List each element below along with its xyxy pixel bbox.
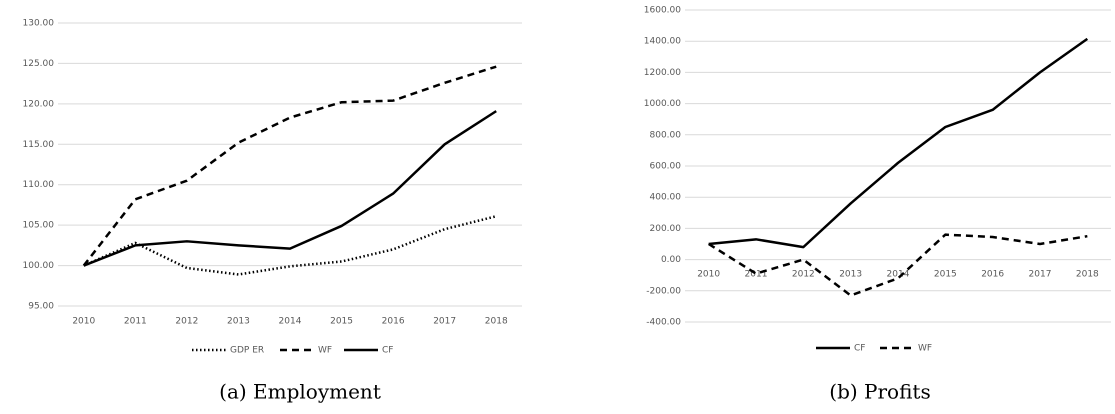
y-tick-label: 115.00	[23, 140, 55, 150]
x-tick-label: 2011	[124, 317, 147, 327]
x-tick-label: 2012	[175, 317, 198, 327]
x-tick-label: 2017	[1029, 270, 1052, 280]
series-line	[708, 233, 1088, 297]
legend-label: WF	[318, 346, 332, 356]
caption: (a) Employment	[219, 380, 381, 404]
x-tick-label: 2010	[72, 317, 95, 327]
y-tick-label: -200.00	[646, 286, 681, 296]
x-tick-label: 2014	[887, 270, 910, 280]
series-line	[82, 65, 497, 267]
y-tick-label: 120.00	[23, 99, 55, 109]
x-tick-label: 2017	[433, 317, 456, 327]
x-tick-label: 2013	[227, 317, 250, 327]
x-tick-label: 2015	[934, 270, 957, 280]
x-tick-label: 2016	[382, 317, 405, 327]
x-tick-label: 2015	[330, 317, 353, 327]
y-tick-label: 800.00	[650, 130, 682, 140]
x-tick-label: 2011	[745, 270, 768, 280]
y-tick-label: 1200.00	[644, 68, 681, 78]
y-tick-label: 400.00	[650, 193, 682, 203]
caption: (b) Profits	[829, 380, 930, 404]
legend-label: WF	[918, 344, 932, 354]
x-tick-label: 2014	[279, 317, 302, 327]
legend-label: CF	[854, 344, 865, 354]
x-tick-label: 2018	[485, 317, 508, 327]
y-tick-label: 0.00	[661, 255, 681, 265]
y-tick-label: 1000.00	[644, 99, 681, 109]
legend-label: CF	[382, 346, 393, 356]
series-line	[83, 110, 497, 267]
series-line	[708, 37, 1089, 249]
x-tick-label: 2016	[981, 270, 1004, 280]
y-tick-label: 1400.00	[644, 37, 681, 47]
y-tick-label: 100.00	[23, 261, 55, 271]
y-tick-label: 600.00	[650, 162, 682, 172]
x-tick-label: 2013	[839, 270, 862, 280]
y-tick-label: -400.00	[646, 318, 681, 328]
y-tick-label: 110.00	[23, 180, 55, 190]
y-tick-label: 130.00	[23, 19, 55, 29]
y-tick-label: 125.00	[23, 59, 55, 69]
y-tick-label: 1600.00	[644, 6, 681, 16]
x-tick-label: 2018	[1076, 270, 1099, 280]
x-tick-label: 2010	[697, 270, 720, 280]
y-tick-label: 200.00	[650, 224, 682, 234]
y-tick-label: 95.00	[28, 302, 54, 312]
y-tick-label: 105.00	[23, 221, 55, 231]
legend-label: GDP ER	[230, 346, 264, 356]
x-tick-label: 2012	[792, 270, 815, 280]
